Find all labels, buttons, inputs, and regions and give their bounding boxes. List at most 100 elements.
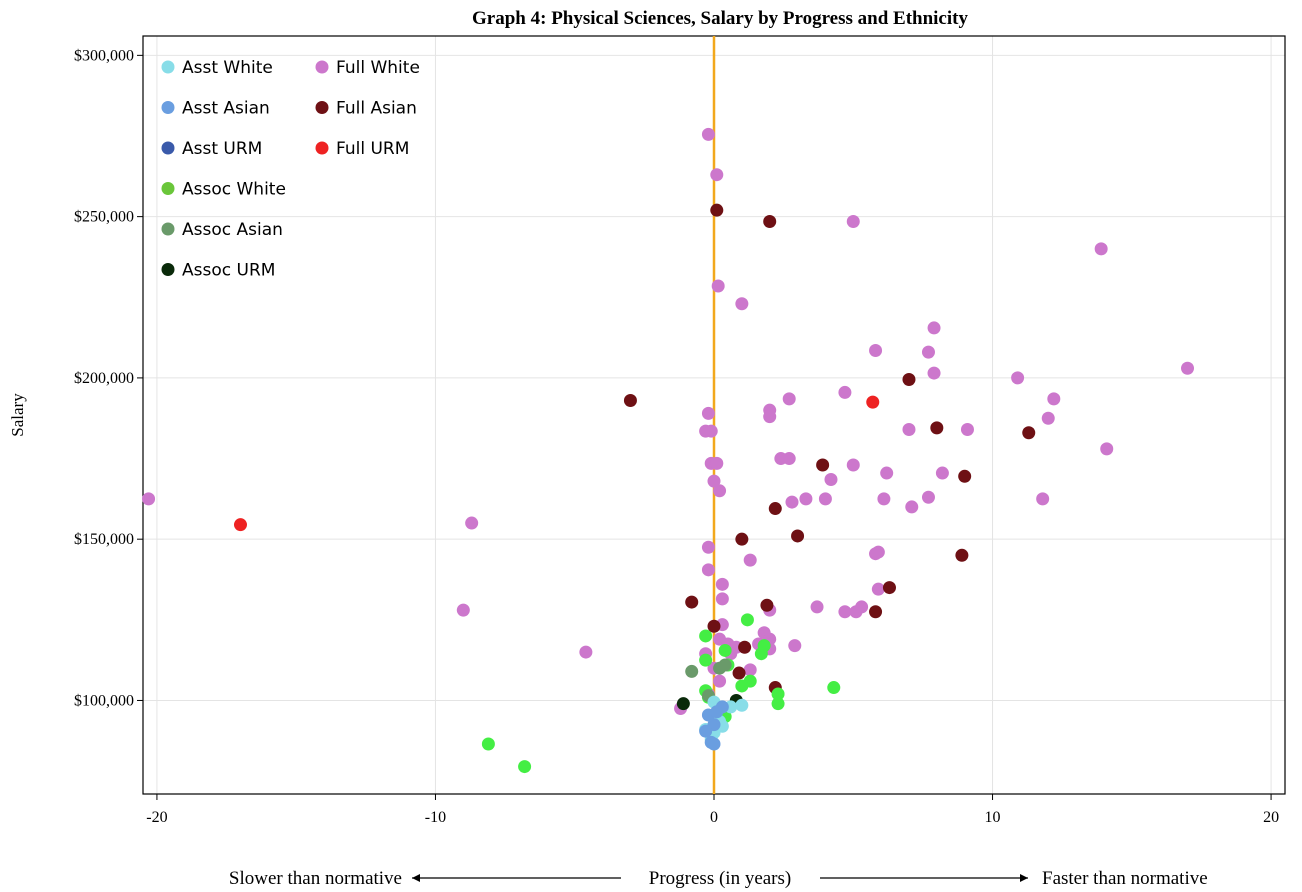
x-axis-label: Progress (in years) — [649, 868, 791, 889]
legend-marker — [316, 101, 329, 114]
arrow-left-head — [412, 874, 420, 882]
legend-label: Asst Asian — [182, 99, 270, 119]
series-full-white — [142, 128, 1194, 715]
y-tick-label: $300,000 — [74, 47, 134, 64]
data-point — [760, 599, 773, 612]
data-point — [772, 697, 785, 710]
legend-item: Asst White — [162, 58, 273, 78]
data-point — [866, 396, 879, 409]
data-point — [685, 596, 698, 609]
data-point — [710, 204, 723, 217]
data-point — [705, 425, 718, 438]
data-point — [710, 457, 723, 470]
data-point — [869, 344, 882, 357]
series-full-asian — [624, 204, 1035, 694]
legend-marker — [162, 142, 175, 155]
data-point — [883, 581, 896, 594]
legend-item: Assoc Asian — [162, 220, 283, 240]
legend-item: Full URM — [316, 139, 410, 159]
x-tick-label: 20 — [1263, 809, 1279, 826]
chart-title: Graph 4: Physical Sciences, Salary by Pr… — [472, 8, 968, 29]
data-point — [763, 215, 776, 228]
data-point — [824, 473, 837, 486]
data-point — [785, 496, 798, 509]
data-point — [758, 639, 771, 652]
legend-item: Asst Asian — [162, 99, 270, 119]
data-point — [783, 392, 796, 405]
data-point — [1011, 371, 1024, 384]
data-point — [716, 578, 729, 591]
data-point — [869, 605, 882, 618]
data-point — [710, 168, 723, 181]
y-tick-label: $150,000 — [74, 531, 134, 548]
data-point — [855, 600, 868, 613]
data-point — [1022, 426, 1035, 439]
data-point — [811, 600, 824, 613]
legend-item: Asst URM — [162, 139, 263, 159]
data-point — [699, 654, 712, 667]
data-point — [838, 386, 851, 399]
data-point — [1095, 242, 1108, 255]
data-point — [735, 533, 748, 546]
data-point — [685, 665, 698, 678]
x-label-left: Slower than normative — [229, 868, 402, 889]
legend-item: Assoc White — [162, 180, 286, 200]
data-point — [735, 679, 748, 692]
data-point — [708, 738, 721, 751]
data-point — [624, 394, 637, 407]
data-point — [142, 492, 155, 505]
data-point — [847, 458, 860, 471]
data-point — [827, 681, 840, 694]
data-point — [788, 639, 801, 652]
data-point — [958, 470, 971, 483]
series-assoc-white — [482, 613, 840, 773]
data-point — [872, 583, 885, 596]
legend-label: Assoc Asian — [182, 220, 283, 240]
y-axis-ticks: $100,000 $150,000 $200,000 $250,000 $300,000 — [74, 47, 143, 709]
data-point — [1181, 362, 1194, 375]
data-point — [922, 346, 935, 359]
data-point — [763, 410, 776, 423]
data-points — [142, 128, 1194, 773]
legend-label: Full Asian — [336, 99, 417, 119]
data-point — [744, 663, 757, 676]
y-tick-label: $250,000 — [74, 209, 134, 226]
data-point — [713, 484, 726, 497]
arrow-right-head — [1020, 874, 1028, 882]
data-point — [738, 641, 751, 654]
data-point — [699, 725, 712, 738]
legend-marker — [162, 61, 175, 74]
data-point — [735, 699, 748, 712]
legend: Asst White Asst Asian Asst URM Assoc White A… — [162, 58, 420, 281]
data-point — [579, 646, 592, 659]
data-point — [677, 697, 690, 710]
data-point — [847, 215, 860, 228]
y-tick-label: $100,000 — [74, 692, 134, 709]
data-point — [928, 367, 941, 380]
legend-label: Full White — [336, 58, 420, 78]
data-point — [518, 760, 531, 773]
data-point — [922, 491, 935, 504]
data-point — [733, 667, 746, 680]
data-point — [961, 423, 974, 436]
data-point — [702, 128, 715, 141]
legend-item: Full White — [316, 58, 420, 78]
x-tick-label: 10 — [985, 809, 1001, 826]
data-point — [702, 541, 715, 554]
data-point — [799, 492, 812, 505]
data-point — [774, 452, 787, 465]
legend-marker — [162, 101, 175, 114]
data-point — [716, 592, 729, 605]
data-point — [712, 279, 725, 292]
data-point — [905, 500, 918, 513]
data-point — [234, 518, 247, 531]
data-point — [702, 563, 715, 576]
legend-label: Assoc URM — [182, 261, 275, 281]
data-point — [791, 529, 804, 542]
data-point — [769, 502, 782, 515]
data-point — [955, 549, 968, 562]
data-point — [928, 321, 941, 334]
x-axis-footer: Slower than normative Progress (in years… — [229, 868, 1208, 889]
x-axis-ticks: -20 -10 0 10 20 — [146, 794, 1279, 826]
legend-marker — [316, 142, 329, 155]
